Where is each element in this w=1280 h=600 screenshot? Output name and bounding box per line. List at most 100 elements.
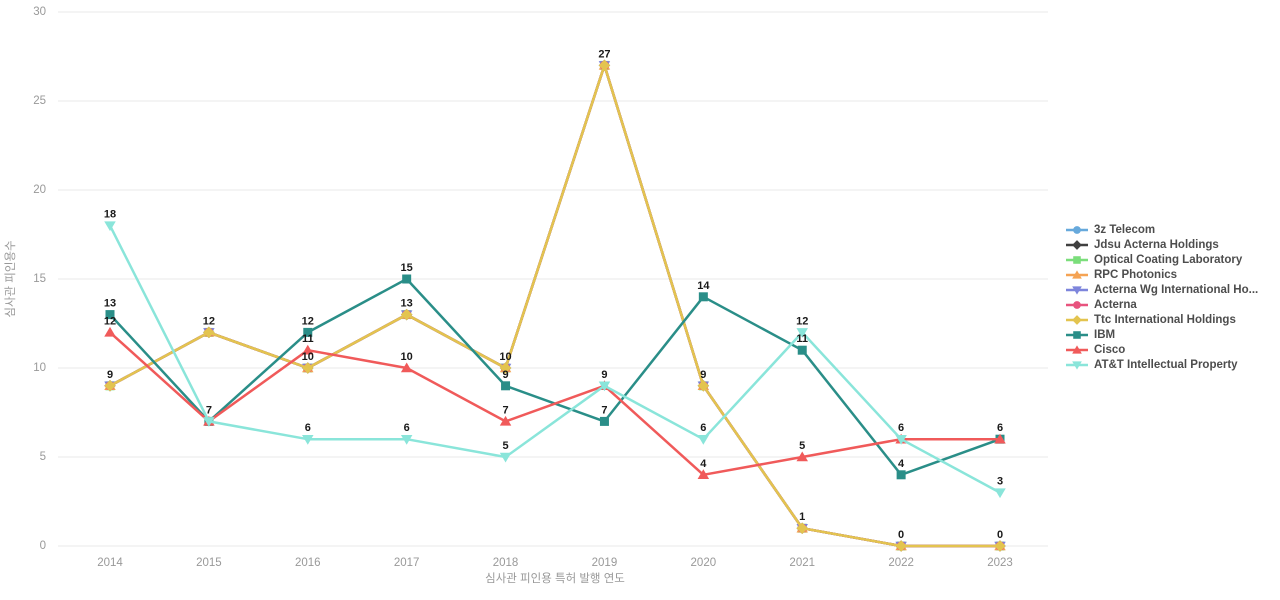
y-tick-label: 10 — [33, 362, 46, 374]
data-point-ttc-international-holdings-2017 — [400, 308, 413, 321]
optical-coating-laboratory-marker-icon — [1066, 255, 1088, 264]
data-label-2014-9: 9 — [107, 369, 113, 381]
data-point-ttc-international-holdings-2019 — [598, 59, 611, 72]
data-label-2021-11: 11 — [796, 333, 808, 345]
series-line-ttc-international-holdings — [108, 64, 1002, 548]
data-point-ibm-2022 — [896, 470, 906, 480]
data-label-2016-6: 6 — [305, 422, 311, 434]
legend-item-cisco[interactable]: Cisco — [1066, 342, 1258, 357]
legend-item-rpc-photonics[interactable]: RPC Photonics — [1066, 267, 1258, 282]
data-point-cisco-2023 — [994, 433, 1006, 444]
acterna-wg-international-ho-marker-icon — [1066, 285, 1088, 295]
data-label-2017-13: 13 — [401, 298, 413, 310]
legend-label: Acterna Wg International Ho... — [1094, 283, 1259, 296]
y-axis-title: 심사관 피인용수 — [4, 240, 17, 317]
data-point-cisco-2018 — [499, 415, 512, 426]
data-point-at-t-intellectual-property-2018 — [499, 452, 512, 463]
x-tick-label: 2021 — [789, 557, 815, 569]
data-point-ibm-2020 — [698, 292, 708, 302]
x-tick-label: 2023 — [987, 557, 1013, 569]
data-point-cisco-2014 — [104, 326, 116, 337]
data-label-2018-5: 5 — [502, 440, 508, 452]
data-label-2015-12: 12 — [203, 315, 215, 327]
legend-item-ibm[interactable]: IBM — [1066, 327, 1258, 342]
data-point-at-t-intellectual-property-2014 — [104, 221, 116, 232]
data-point-ttc-international-holdings-2018 — [499, 362, 512, 374]
data-point-ibm-2019 — [599, 416, 609, 426]
data-point-ibm-2017 — [402, 274, 412, 284]
data-point-ttc-international-holdings-2020 — [697, 380, 710, 392]
x-tick-label: 2020 — [691, 557, 717, 569]
ttc-international-holdings-marker-icon — [1066, 314, 1088, 325]
data-label-2022-0: 0 — [898, 529, 904, 541]
legend-label: RPC Photonics — [1094, 268, 1178, 281]
jdsu-acterna-holdings-marker-icon — [1066, 239, 1088, 250]
x-tick-label: 2016 — [295, 557, 321, 569]
legend-item-optical-coating-laboratory[interactable]: Optical Coating Laboratory — [1066, 252, 1258, 267]
x-tick-label: 2017 — [394, 557, 420, 569]
legend-item-acterna-wg-international-ho[interactable]: Acterna Wg International Ho... — [1066, 282, 1258, 297]
data-point-at-t-intellectual-property-2019 — [598, 381, 611, 392]
data-point-at-t-intellectual-property-2022 — [895, 434, 907, 445]
data-label-2017-6: 6 — [404, 422, 410, 434]
data-point-ttc-international-holdings-2016 — [302, 362, 314, 374]
y-tick-label: 20 — [33, 184, 46, 196]
legend-item-acterna[interactable]: Acterna — [1066, 297, 1258, 312]
ibm-marker-icon — [1066, 330, 1088, 339]
legend-label: Jdsu Acterna Holdings — [1094, 238, 1219, 251]
data-point-at-t-intellectual-property-2016 — [302, 434, 314, 445]
legend-label: Optical Coating Laboratory — [1094, 253, 1243, 266]
data-label-2015-7: 7 — [206, 404, 212, 416]
series-line-cisco — [108, 331, 1002, 477]
data-point-cisco-2021 — [796, 451, 808, 462]
3z-telecom-marker-icon — [1066, 225, 1088, 234]
data-point-ibm-2018 — [501, 381, 511, 391]
y-tick-label: 25 — [33, 95, 46, 107]
data-label-2019-7: 7 — [601, 404, 607, 416]
legend-label: Acterna — [1094, 298, 1137, 311]
series-line-jdsu-acterna-holdings — [108, 64, 1002, 548]
y-tick-label: 0 — [40, 540, 46, 552]
legend-item-3z-telecom[interactable]: 3z Telecom — [1066, 222, 1258, 237]
legend: 3z Telecom Jdsu Acterna Holdings Optical C… — [1066, 222, 1258, 372]
data-point-ttc-international-holdings-2015 — [203, 326, 215, 339]
data-label-2014-13: 13 — [104, 298, 116, 310]
y-tick-label: 15 — [33, 273, 46, 285]
x-tick-label: 2019 — [592, 557, 618, 569]
at-t-intellectual-property-marker-icon — [1066, 360, 1088, 370]
legend-item-at-t-intellectual-property[interactable]: AT&T Intellectual Property — [1066, 357, 1258, 372]
y-tick-label: 5 — [40, 451, 46, 463]
acterna-marker-icon — [1066, 300, 1088, 309]
data-point-ttc-international-holdings-2021 — [796, 522, 808, 534]
data-label-2016-10: 10 — [302, 351, 314, 363]
series-line-rpc-photonics — [108, 64, 1002, 548]
data-label-2020-9: 9 — [700, 369, 706, 381]
data-label-2021-1: 1 — [799, 511, 805, 523]
data-label-2022-6: 6 — [898, 422, 904, 434]
series-line-optical-coating-laboratory — [108, 64, 1002, 548]
data-label-2020-14: 14 — [697, 280, 710, 292]
data-label-2021-12: 12 — [796, 315, 808, 327]
data-point-ttc-international-holdings-2022 — [895, 540, 907, 552]
legend-item-jdsu-acterna-holdings[interactable]: Jdsu Acterna Holdings — [1066, 237, 1258, 252]
data-point-ttc-international-holdings-2014 — [104, 380, 116, 392]
data-label-2016-11: 11 — [302, 333, 314, 345]
data-point-ttc-international-holdings-2023 — [994, 540, 1006, 552]
legend-label: AT&T Intellectual Property — [1094, 358, 1238, 371]
data-point-at-t-intellectual-property-2020 — [697, 434, 710, 445]
data-point-cisco-2017 — [400, 362, 413, 373]
series-line-acterna — [108, 64, 1002, 548]
data-point-at-t-intellectual-property-2015 — [203, 417, 215, 427]
data-label-2023-3: 3 — [997, 476, 1003, 488]
rpc-photonics-marker-icon — [1066, 269, 1088, 279]
series-line-acterna-wg-international-ho — [108, 64, 1002, 548]
data-label-2018-7: 7 — [502, 404, 508, 416]
data-label-2014-12: 12 — [104, 315, 116, 327]
legend-item-ttc-international-holdings[interactable]: Ttc International Holdings — [1066, 312, 1258, 327]
data-point-ibm-2021 — [797, 345, 807, 355]
data-label-2019-27: 27 — [598, 48, 610, 60]
data-point-at-t-intellectual-property-2021 — [796, 328, 808, 338]
data-label-2019-9: 9 — [601, 369, 607, 381]
